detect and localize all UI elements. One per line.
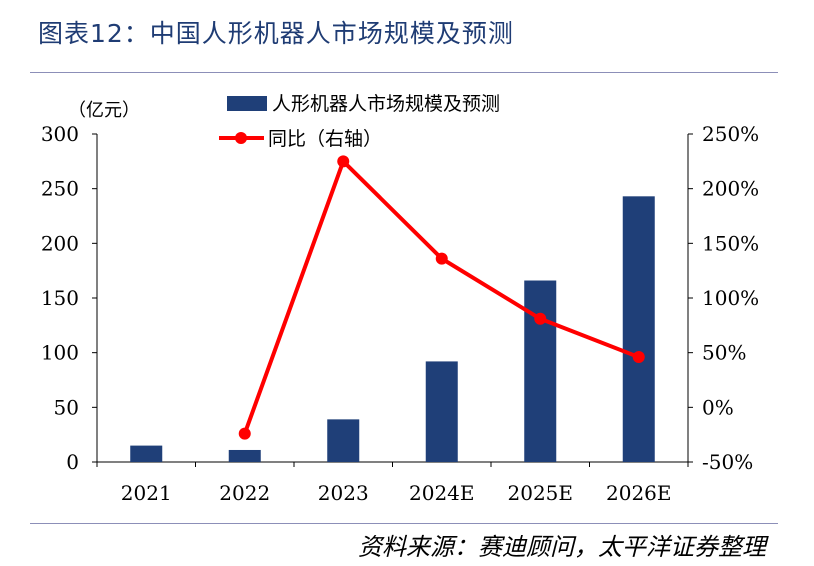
- left-axis-tick-label: 250: [41, 177, 79, 201]
- figure-title: 图表12：中国人形机器人市场规模及预测: [38, 19, 514, 48]
- left-axis-unit-label: （亿元）: [68, 100, 140, 121]
- x-axis-tick-label: 2022: [219, 481, 270, 505]
- x-axis-tick-label: 2021: [121, 481, 172, 505]
- bar: [524, 280, 557, 462]
- right-axis-tick-label: 150%: [702, 231, 759, 255]
- chart-axes: 0 50 100 150 200 250 300 -50% 0% 50% 100% 150% 200% 2…: [41, 100, 759, 505]
- legend-line-label: 同比（右轴）: [268, 128, 382, 150]
- x-axis-tick-label: 2026E: [606, 481, 672, 505]
- legend-line-marker: [235, 132, 247, 144]
- bar: [228, 449, 261, 462]
- left-axis-tick-label: 100: [41, 341, 79, 365]
- right-axis-tick-label: 100%: [702, 286, 759, 310]
- x-axis-tick-label: 2023: [318, 481, 369, 505]
- yoy-point: [337, 155, 350, 168]
- source-note: 资料来源：赛迪顾问，太平洋证券整理: [358, 533, 766, 561]
- left-axis-tick-label: 200: [41, 231, 79, 255]
- left-axis-tick-label: 150: [41, 286, 79, 310]
- yoy-point: [632, 351, 645, 364]
- right-axis-tick-label: 250%: [702, 122, 759, 146]
- left-axis-tick-label: 50: [54, 395, 79, 419]
- line-series: [238, 155, 645, 440]
- x-axis-tick-label: 2025E: [508, 481, 574, 505]
- legend-bar-label: 人形机器人市场规模及预测: [272, 93, 500, 115]
- right-axis-tick-label: 50%: [702, 341, 746, 365]
- bar-series: [130, 196, 655, 462]
- legend-bar-swatch: [227, 96, 267, 111]
- title-divider: [30, 72, 778, 73]
- left-axis-tick-label: 0: [66, 450, 79, 474]
- x-axis-tick-label: 2024E: [409, 481, 475, 505]
- bar: [622, 196, 655, 462]
- source-divider: [30, 523, 778, 524]
- bar: [130, 445, 163, 462]
- left-axis-tick-label: 300: [41, 122, 79, 146]
- chart: 0 50 100 150 200 250 300 -50% 0% 50% 100% 150% 200% 2…: [41, 93, 759, 505]
- right-axis-tick-label: 0%: [702, 395, 734, 419]
- yoy-point: [435, 252, 448, 265]
- right-axis-tick-label: -50%: [702, 450, 753, 474]
- yoy-point: [238, 427, 251, 440]
- right-axis-tick-label: 200%: [702, 177, 759, 201]
- yoy-point: [534, 312, 547, 325]
- bar: [327, 419, 360, 462]
- bar: [425, 361, 458, 462]
